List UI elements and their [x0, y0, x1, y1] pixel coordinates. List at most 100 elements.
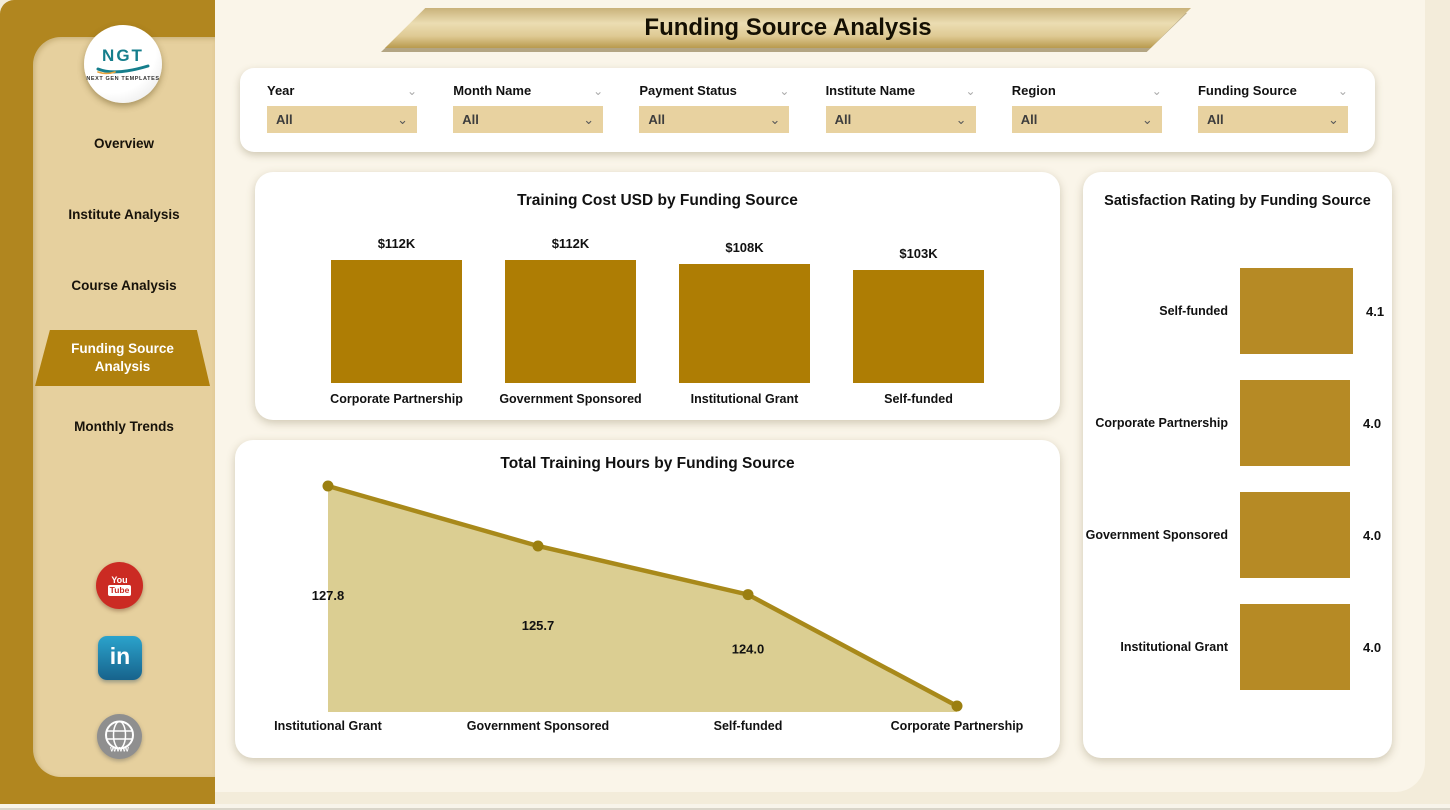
satisfaction-row: Institutional Grant 4.0 — [1083, 604, 1392, 690]
filter-bar: Year ⌄ All ⌄ Month Name ⌄ All ⌄ Payment Status ⌄ A… — [240, 68, 1375, 152]
satisfaction-card: Satisfaction Rating by Funding Source Se… — [1083, 172, 1392, 758]
filter-institute-name-dropdown[interactable]: All ⌄ — [825, 106, 976, 133]
filter-payment-status: Payment Status ⌄ All ⌄ — [639, 83, 790, 152]
logo-text: NGT — [102, 46, 144, 65]
filter-year-value: All — [276, 112, 293, 127]
filter-payment-status-value: All — [648, 112, 665, 127]
bar-value-label: $112K — [377, 236, 416, 251]
bar[interactable] — [1240, 380, 1350, 466]
filter-month-name-label: Month Name — [453, 83, 532, 98]
bar-category-label: Self-funded — [884, 392, 953, 406]
chevron-down-icon: ⌄ — [1337, 83, 1348, 98]
filter-funding-source-value: All — [1206, 112, 1224, 127]
category-label: Institutional Grant — [274, 719, 382, 733]
cost-bar-group: $112K Corporate Partnership — [330, 236, 463, 406]
chevron-down-icon: ⌄ — [397, 111, 408, 127]
training-cost-title: Training Cost USD by Funding Source — [517, 192, 798, 209]
cost-bar-group: $108K Institutional Grant — [679, 240, 810, 406]
chevron-down-icon: ⌄ — [406, 83, 417, 98]
satisfaction-value-label: 4.0 — [1363, 639, 1382, 655]
sidebar-item-overview[interactable]: Overview — [93, 136, 155, 151]
category-label: Government Sponsored — [467, 719, 609, 733]
cost-bar-group: $103K Self-funded — [853, 246, 984, 406]
point-value-label: 127.8 — [312, 588, 345, 603]
data-point[interactable] — [951, 700, 963, 712]
training-hours-card: Total Training Hours by Funding Source 1… — [235, 440, 1060, 758]
filter-month-name-dropdown[interactable]: All ⌄ — [453, 106, 604, 133]
filter-payment-status-header[interactable]: Payment Status ⌄ — [639, 83, 789, 98]
bar[interactable] — [1240, 268, 1353, 354]
filter-payment-status-label: Payment Status — [639, 83, 737, 98]
filter-year: Year ⌄ All ⌄ — [267, 83, 417, 152]
filter-funding-source-label: Funding Source — [1197, 83, 1297, 98]
sidebar-item-course-analysis[interactable]: Course Analysis — [71, 278, 177, 293]
filter-funding-source-dropdown[interactable]: All ⌄ — [1197, 106, 1348, 133]
filter-region: Region ⌄ All ⌄ — [1011, 83, 1162, 152]
training-cost-card: Training Cost USD by Funding Source $112… — [255, 172, 1060, 420]
satisfaction-category-label: Institutional Grant — [1120, 640, 1228, 654]
filter-year-header[interactable]: Year ⌄ — [267, 83, 417, 98]
youtube-text-top: You — [111, 575, 128, 585]
training-hours-plot[interactable]: 127.8 Institutional Grant 125.7 Government … — [235, 440, 1060, 758]
linkedin-text: in — [109, 642, 131, 669]
bar[interactable] — [331, 260, 462, 383]
filter-institute-name-header[interactable]: Institute Name ⌄ — [826, 83, 976, 98]
satisfaction-title: Satisfaction Rating by Funding Source — [1104, 193, 1371, 209]
filter-funding-source-header[interactable]: Funding Source ⌄ — [1198, 83, 1348, 98]
sidebar-item-institute-analysis[interactable]: Institute Analysis — [68, 207, 180, 222]
area-fill — [328, 486, 957, 712]
bar-value-label: $108K — [725, 240, 764, 255]
filter-year-dropdown[interactable]: All ⌄ — [267, 106, 417, 133]
page-title: Funding Source Analysis — [644, 14, 932, 41]
area-line — [325, 483, 960, 709]
category-label: Corporate Partnership — [891, 719, 1024, 733]
training-cost-plot: $112K Corporate Partnership $112K Governmen… — [255, 230, 1060, 406]
data-point[interactable] — [322, 480, 334, 492]
linkedin-icon[interactable]: in — [98, 636, 142, 680]
bar-value-label: $103K — [899, 246, 938, 261]
chevron-down-icon: ⌄ — [769, 111, 781, 127]
bar-category-label: Institutional Grant — [690, 392, 799, 406]
bar[interactable] — [679, 264, 810, 383]
youtube-icon[interactable]: You Tube — [96, 562, 143, 609]
svg-text:www: www — [109, 745, 129, 754]
chevron-down-icon: ⌄ — [1328, 111, 1339, 127]
filter-year-label: Year — [267, 83, 295, 98]
filter-institute-name-label: Institute Name — [825, 83, 916, 98]
filter-institute-name-value: All — [834, 112, 852, 127]
satisfaction-row: Self-funded 4.1 — [1083, 268, 1392, 354]
satisfaction-row: Government Sponsored 4.0 — [1083, 492, 1392, 578]
filter-payment-status-dropdown[interactable]: All ⌄ — [639, 106, 790, 133]
bar-category-label: Corporate Partnership — [330, 392, 463, 406]
bottom-edge — [0, 804, 1450, 808]
globe-glyph: www — [105, 720, 134, 754]
sidebar-item-funding-source-analysis[interactable]: Funding Source Analysis — [35, 330, 210, 386]
satisfaction-value-label: 4.0 — [1363, 415, 1382, 431]
satisfaction-row: Corporate Partnership 4.0 — [1083, 380, 1392, 466]
chevron-down-icon: ⌄ — [583, 111, 595, 127]
filter-region-value: All — [1020, 112, 1038, 127]
bar[interactable] — [853, 270, 984, 383]
data-point[interactable] — [532, 540, 544, 552]
filter-region-header[interactable]: Region ⌄ — [1012, 83, 1162, 98]
logo-subtext: NEXT GEN TEMPLATES — [86, 76, 160, 82]
satisfaction-category-label: Government Sponsored — [1085, 528, 1228, 542]
satisfaction-value-label: 4.1 — [1366, 303, 1385, 319]
chevron-down-icon: ⌄ — [779, 83, 790, 98]
sidebar-item-monthly-trends[interactable]: Monthly Trends — [74, 419, 174, 434]
title-banner: Funding Source Analysis — [385, 8, 1191, 48]
bar[interactable] — [1240, 492, 1350, 578]
website-icon[interactable]: www — [97, 714, 142, 759]
bar[interactable] — [1240, 604, 1350, 690]
satisfaction-category-label: Self-funded — [1159, 304, 1228, 318]
sidebar: NGT NEXT GEN TEMPLATES Overview Institute… — [0, 0, 215, 804]
category-label: Self-funded — [714, 719, 783, 733]
chevron-down-icon: ⌄ — [955, 111, 967, 127]
filter-funding-source: Funding Source ⌄ All ⌄ — [1197, 83, 1348, 152]
chevron-down-icon: ⌄ — [965, 83, 976, 98]
filter-region-dropdown[interactable]: All ⌄ — [1011, 106, 1162, 133]
bar[interactable] — [505, 260, 636, 383]
data-point[interactable] — [742, 589, 754, 601]
filter-month-name-header[interactable]: Month Name ⌄ — [453, 83, 603, 98]
